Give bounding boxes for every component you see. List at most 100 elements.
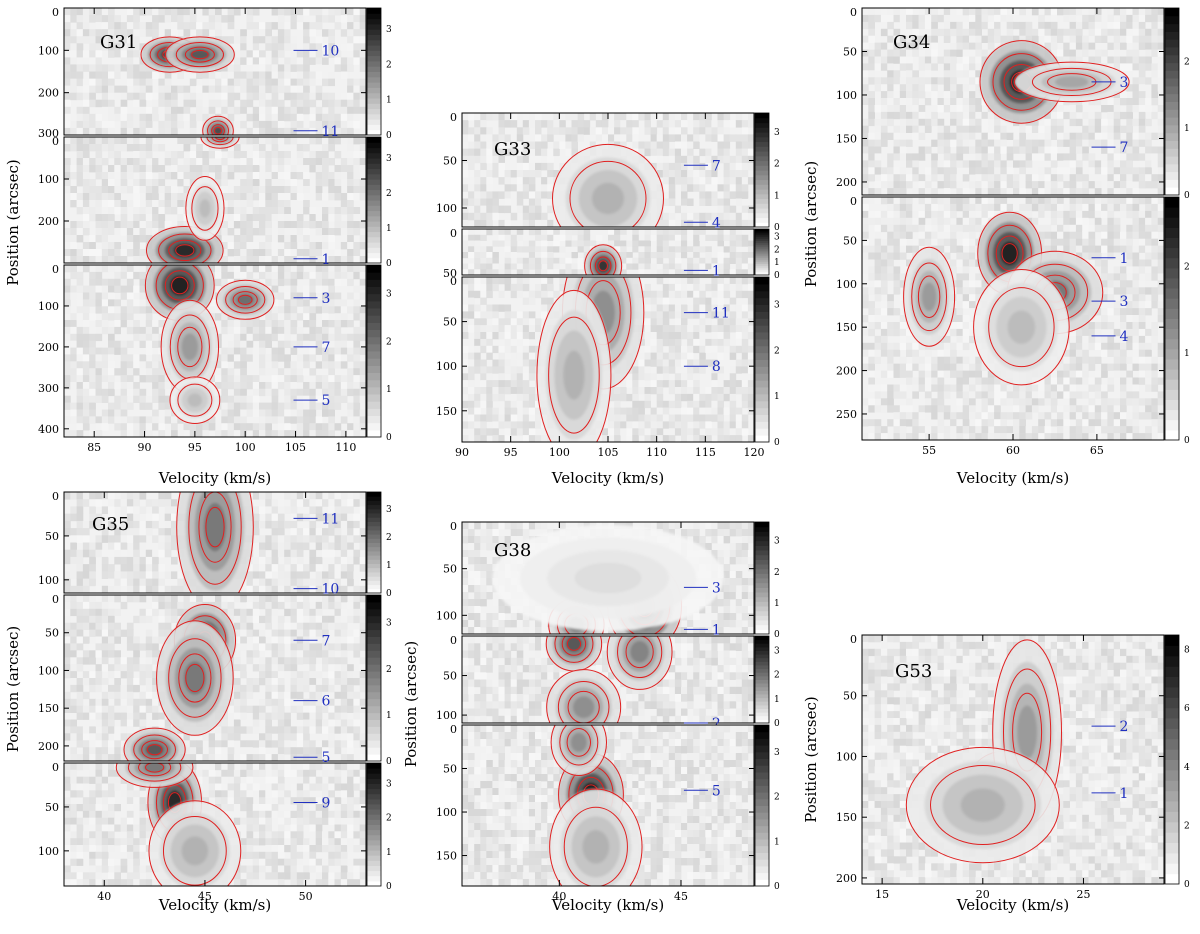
- colorbar: 0 1 2 3: [754, 276, 780, 448]
- colorbar-segment: [367, 29, 381, 35]
- colorbar-segment: [367, 189, 381, 196]
- y-tick-label: 200: [836, 176, 857, 189]
- colorbar-segment: [367, 559, 381, 564]
- colorbar-tick-label: 1: [386, 561, 392, 571]
- contour-line: [177, 383, 213, 417]
- colorbar-tick-label: 3: [386, 619, 392, 629]
- y-tick-label: 50: [843, 690, 857, 703]
- colorbar-tick-label: 2: [1184, 821, 1190, 831]
- panel-label: G34: [893, 32, 930, 53]
- colorbar-segment: [1165, 369, 1179, 380]
- colorbar-segment: [1165, 308, 1179, 319]
- colorbar-segment: [755, 839, 769, 847]
- y-axis-label: Position (arcsec): [402, 641, 420, 768]
- region-marker-label: 4: [712, 215, 721, 231]
- colorbar: 0 1 2 3: [754, 635, 780, 729]
- colorbar-segment: [1165, 749, 1179, 760]
- intensity-map: [64, 763, 366, 886]
- colorbar-segment: [1165, 379, 1179, 390]
- contour-line: [566, 728, 591, 757]
- blob-layer: [565, 636, 582, 652]
- blob-layer: [960, 788, 1005, 822]
- colorbar-tick-label: 1: [774, 258, 780, 268]
- colorbar-segment: [367, 142, 381, 149]
- colorbar-segment: [755, 117, 769, 124]
- colorbar-segment: [367, 834, 381, 841]
- colorbar-segment: [755, 772, 769, 780]
- contour-line: [141, 740, 169, 760]
- colorbar-segment: [1165, 852, 1179, 864]
- colorbar-segment: [755, 373, 769, 381]
- contour-line: [216, 279, 275, 320]
- region-marker-label: 3: [712, 580, 721, 596]
- colorbar-segment: [367, 286, 381, 295]
- panel-g53: 0 50 100 150 200 2 1 0 2 4 6 8 15 20 25 Velocity (km/s)…: [802, 633, 1190, 914]
- blob-layer: [572, 696, 595, 719]
- y-tick-label: 150: [38, 702, 59, 715]
- colorbar-segment: [1165, 62, 1179, 71]
- colorbar-segment: [1165, 217, 1179, 228]
- colorbar-segment: [755, 719, 769, 724]
- colorbar-tick-label: 0: [774, 719, 780, 729]
- colorbar-tick-label: 3: [386, 780, 392, 790]
- blob-layer: [570, 732, 587, 753]
- colorbar-segment: [1165, 790, 1179, 802]
- colorbar: 0 1 2 3: [366, 762, 392, 892]
- x-tick-label: 20: [976, 888, 990, 901]
- colorbar-segment: [1165, 39, 1179, 48]
- colorbar-segment: [367, 643, 381, 651]
- colorbar-frame: [754, 112, 770, 228]
- emission-blob: [176, 492, 254, 593]
- contour-line: [1001, 243, 1018, 264]
- colorbar-segment: [755, 536, 769, 542]
- colorbar-segment: [755, 587, 769, 593]
- colorbar-segment: [755, 236, 769, 240]
- y-tick-label: 0: [850, 6, 857, 19]
- y-tick-label: 50: [443, 563, 457, 576]
- colorbar-segment: [1165, 348, 1179, 360]
- x-axis-label: Velocity (km/s): [158, 469, 271, 487]
- colorbar-tick-label: 3: [774, 301, 780, 311]
- colorbar-segment: [367, 678, 381, 686]
- colorbar-segment: [1165, 247, 1179, 259]
- colorbar-segment: [755, 393, 769, 402]
- contour-line: [146, 744, 163, 756]
- colorbar: 0 1 2 3: [366, 491, 392, 599]
- colorbar-segment: [367, 87, 381, 94]
- y-tick-label: 50: [443, 267, 457, 280]
- intensity-map: [64, 595, 366, 761]
- colorbar-segment: [755, 812, 769, 820]
- colorbar-segment: [367, 508, 381, 514]
- colorbar-tick-label: 0: [774, 882, 780, 892]
- colorbar-tick-label: 2: [774, 793, 780, 803]
- region-marker-label: 9: [322, 796, 331, 812]
- intensity-map: [462, 636, 754, 723]
- blob-layer: [236, 294, 254, 306]
- colorbar-segment: [367, 809, 381, 815]
- emission-blob: [903, 247, 955, 347]
- blob-layer: [203, 502, 227, 552]
- panel-label: G31: [100, 32, 137, 53]
- y-tick-label: 100: [436, 709, 457, 722]
- colorbar-segment: [1165, 780, 1179, 792]
- colorbar-segment: [367, 184, 381, 191]
- colorbar-segment: [367, 855, 381, 861]
- blob-layer: [145, 743, 164, 756]
- contour-line: [559, 725, 599, 766]
- region-marker-label: 11: [322, 124, 340, 140]
- colorbar-segment: [1165, 101, 1179, 110]
- y-tick-label: 0: [52, 263, 59, 276]
- colorbar-segment: [1165, 140, 1179, 149]
- contour-line: [211, 124, 225, 135]
- subpanel-frame: [461, 228, 755, 276]
- region-marker-label: 10: [322, 43, 340, 59]
- colorbar-segment: [1165, 645, 1179, 657]
- contour-line: [123, 727, 186, 761]
- colorbar-segment: [367, 351, 381, 359]
- x-tick-label: 95: [504, 446, 518, 459]
- colorbar-segment: [1165, 8, 1179, 17]
- colorbar-tick-label: 1: [774, 392, 780, 402]
- colorbar-segment: [1165, 318, 1179, 330]
